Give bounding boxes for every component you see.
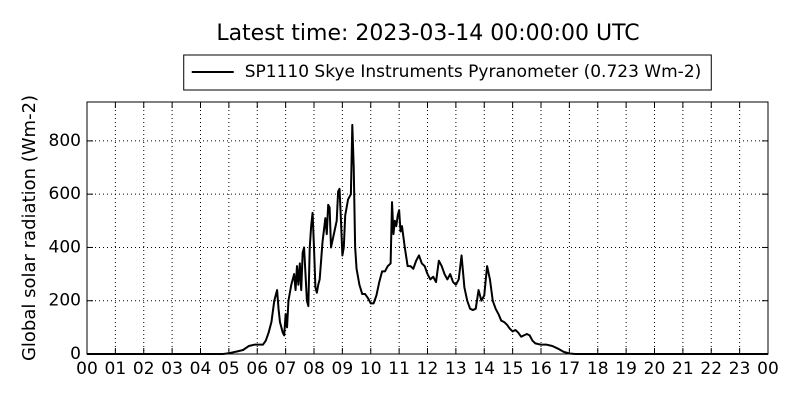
- chart-title: Latest time: 2023-03-14 00:00:00 UTC: [216, 21, 639, 46]
- y-tick-label: 800: [49, 131, 81, 151]
- x-tick-label: 12: [417, 359, 439, 379]
- data-line: [87, 123, 768, 355]
- legend-box: [183, 54, 712, 91]
- x-tick-label: 02: [133, 359, 155, 379]
- x-tick-label: 19: [615, 359, 637, 379]
- x-tick-label: 16: [530, 359, 552, 379]
- y-tick-label: 600: [49, 184, 81, 204]
- x-tick-label: 14: [473, 359, 495, 379]
- y-tick-label: 0: [70, 344, 81, 364]
- y-axis-label: Global solar radiation (Wm-2): [19, 95, 40, 361]
- x-tick-label: 10: [360, 359, 382, 379]
- x-tick-label: 05: [218, 359, 240, 379]
- x-tick-label: 08: [303, 359, 325, 379]
- x-tick-label: 15: [502, 359, 524, 379]
- plot-frame: [86, 101, 769, 355]
- y-tick-label: 400: [49, 237, 81, 257]
- x-tick-label: 23: [729, 359, 751, 379]
- x-tick-label: 01: [105, 359, 127, 379]
- x-tick-label: 22: [700, 359, 722, 379]
- y-tick-label: 200: [49, 291, 81, 311]
- x-tick-label: 03: [161, 359, 183, 379]
- legend-label: SP1110 Skye Instruments Pyranometer (0.7…: [245, 62, 702, 82]
- x-tick-label: 07: [275, 359, 297, 379]
- x-tick-label: 00: [757, 359, 779, 379]
- x-tick-label: 21: [672, 359, 694, 379]
- x-tick-label: 20: [644, 359, 666, 379]
- x-tick-label: 11: [388, 359, 410, 379]
- x-tick-label: 06: [246, 359, 268, 379]
- x-tick-label: 04: [190, 359, 212, 379]
- x-tick-label: 17: [559, 359, 581, 379]
- x-tick-label: 09: [332, 359, 354, 379]
- x-tick-label: 00: [76, 359, 98, 379]
- x-tick-label: 18: [587, 359, 609, 379]
- x-tick-label: 13: [445, 359, 467, 379]
